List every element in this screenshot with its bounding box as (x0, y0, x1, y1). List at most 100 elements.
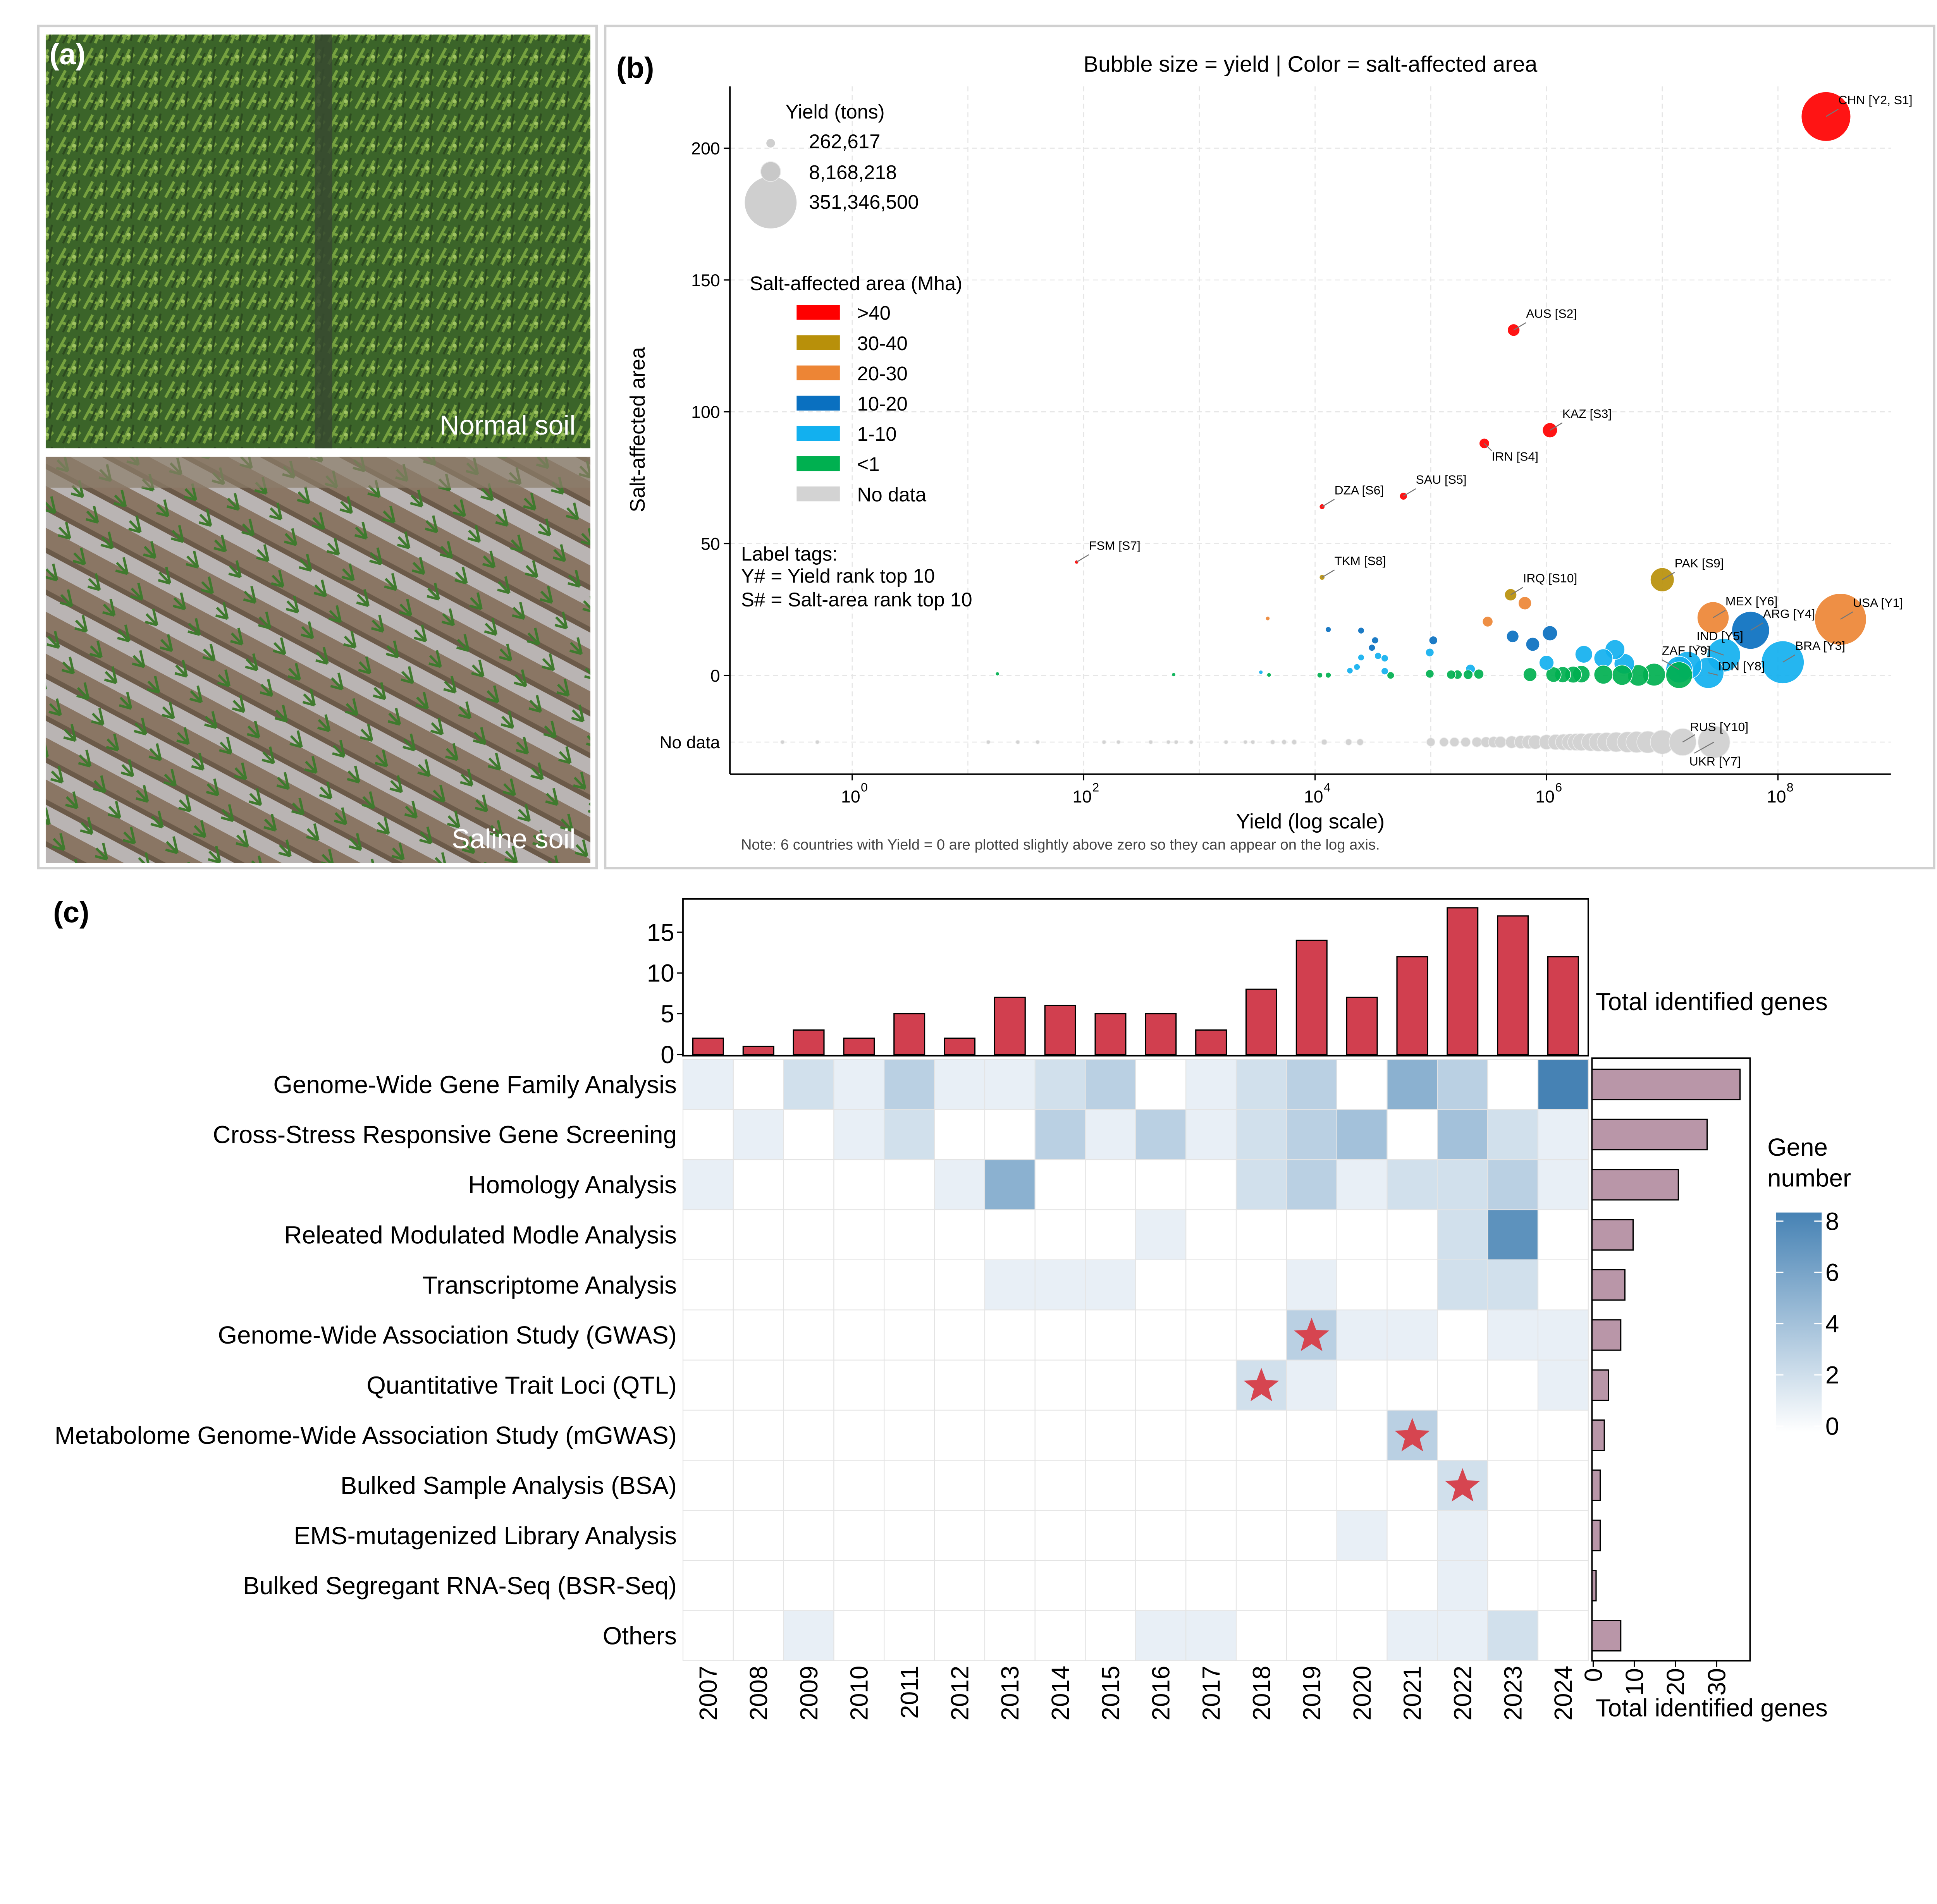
heatmap-column-label: 2007 (694, 1666, 722, 1721)
label-leader (1403, 488, 1416, 497)
no-data-point (1251, 740, 1256, 745)
heatmap-row-label: Genome-Wide Gene Family Analysis (273, 1071, 677, 1098)
heatmap-cell (1085, 1460, 1136, 1511)
point-label: CHN [Y2, S1] (1838, 93, 1912, 107)
heatmap-column-label: 2016 (1147, 1666, 1175, 1721)
no-data-point (1116, 740, 1121, 744)
scatter-point (1325, 672, 1331, 679)
scatter-point (1425, 669, 1435, 679)
heatmap-cell (1286, 1259, 1337, 1311)
no-data-point (1166, 740, 1171, 744)
point-label: USA [Y1] (1853, 596, 1903, 610)
heatmap-cell (1286, 1610, 1337, 1662)
label-leader (1825, 108, 1839, 117)
scatter-point (1387, 671, 1395, 680)
right-bar-x-tick-label: 30 (1703, 1668, 1731, 1696)
heatmap-cell (1135, 1159, 1187, 1210)
heatmap-cell (1537, 1560, 1589, 1611)
label-leader (1322, 499, 1335, 507)
star-icon (1445, 1468, 1480, 1502)
point-label: FSM [S7] (1089, 538, 1141, 552)
heatmap-row-label: EMS-mutagenized Library Analysis (294, 1522, 677, 1550)
heatmap-cell (884, 1560, 935, 1611)
heatmap-cell (783, 1059, 834, 1110)
scatter-point (1374, 652, 1382, 660)
scatter-point (1346, 667, 1354, 674)
point-label: MEX [Y6] (1725, 594, 1778, 608)
heatmap-cell (1185, 1309, 1237, 1361)
heatmap-cell (833, 1209, 885, 1260)
panel-b-label: (b) (616, 52, 654, 84)
scatter-point (1665, 662, 1693, 689)
heatmap-cell (733, 1560, 784, 1611)
no-data-point (1449, 737, 1459, 747)
heatmap-cell (682, 1359, 734, 1411)
heatmap-cell (1336, 1209, 1388, 1260)
heatmap-row-label: Cross-Stress Responsive Gene Screening (213, 1121, 677, 1149)
heatmap-cell (1135, 1109, 1187, 1160)
color-legend-swatch (796, 486, 840, 502)
heatmap-cell (1286, 1159, 1337, 1210)
heatmap-cell (984, 1209, 1036, 1260)
heatmap-cell (1034, 1259, 1086, 1311)
year-bar (742, 1045, 774, 1055)
size-legend-circle-large (745, 176, 797, 229)
heatmap-cell (783, 1460, 834, 1511)
heatmap-cell (733, 1409, 784, 1461)
heatmap-cell (1185, 1159, 1237, 1210)
heatmap-cell (1336, 1109, 1388, 1160)
year-bar (1245, 988, 1277, 1055)
color-legend-swatch (796, 426, 840, 441)
heatmap-cell (1034, 1359, 1086, 1411)
method-bar (1591, 1419, 1605, 1451)
heatmap-cell (783, 1409, 834, 1461)
right-bar-label: Total identified genes (1596, 1694, 1828, 1722)
heatmap-cell (1487, 1309, 1539, 1361)
scatter-title: Bubble size = yield | Color = salt-affec… (1084, 52, 1538, 77)
heatmap-cell (733, 1059, 784, 1110)
heatmap-cell (733, 1309, 784, 1361)
no-data-point (815, 740, 820, 744)
heatmap-column-label: 2009 (795, 1666, 823, 1721)
label-leader (1696, 644, 1724, 656)
heatmap-row-label: Genome-Wide Association Study (GWAS) (218, 1321, 677, 1349)
heatmap-cell (884, 1059, 935, 1110)
heatmap-cell (1336, 1560, 1388, 1611)
year-bar (1145, 1013, 1177, 1055)
heatmap-cell (1235, 1259, 1287, 1311)
label-leader (1662, 659, 1680, 670)
heatmap-cell (1286, 1059, 1337, 1110)
heatmap-cell (1487, 1109, 1539, 1160)
heatmap-cell (1487, 1460, 1539, 1511)
heatmap-cell (934, 1560, 986, 1611)
color-legend: Salt-affected area (Mha) >40 30-40 20-30 10… (750, 272, 962, 505)
point-label: DZA [S6] (1335, 483, 1384, 497)
heatmap-cell (1235, 1209, 1287, 1260)
heatmap-cell (1235, 1059, 1287, 1110)
heatmap-cell (984, 1359, 1036, 1411)
heatmap-cell (1537, 1510, 1589, 1561)
x-tick-label: 10 (841, 787, 860, 806)
colorbar-tick-label: 2 (1825, 1361, 1839, 1389)
heatmap-cell (1537, 1309, 1589, 1361)
no-data-point (1494, 736, 1507, 748)
label-leader (1750, 622, 1763, 631)
heatmap-cell (682, 1409, 734, 1461)
heatmap-cell (934, 1159, 986, 1210)
heatmap-cell (1487, 1359, 1539, 1411)
method-bar (1591, 1369, 1609, 1401)
heatmap-row-label: Quantitative Trait Loci (QTL) (366, 1371, 677, 1399)
heatmap-cell (1286, 1510, 1337, 1561)
star-icon (1394, 1418, 1430, 1452)
panel-b: (b) Bubble size = yield | Color = salt-a… (604, 24, 1935, 870)
color-legend-swatch (796, 365, 840, 380)
tag-note-line: S# = Salt-area rank top 10 (741, 588, 972, 610)
heatmap-cell (984, 1560, 1036, 1611)
heatmap-cell (1437, 1610, 1488, 1662)
heatmap-cell (783, 1610, 834, 1662)
scatter-point (1357, 654, 1365, 661)
scatter-footnote: Note: 6 countries with Yield = 0 are plo… (741, 836, 1380, 853)
color-legend-label: <1 (857, 453, 879, 475)
heatmap-column-label: 2011 (896, 1666, 924, 1719)
heatmap-cell (1336, 1359, 1388, 1411)
